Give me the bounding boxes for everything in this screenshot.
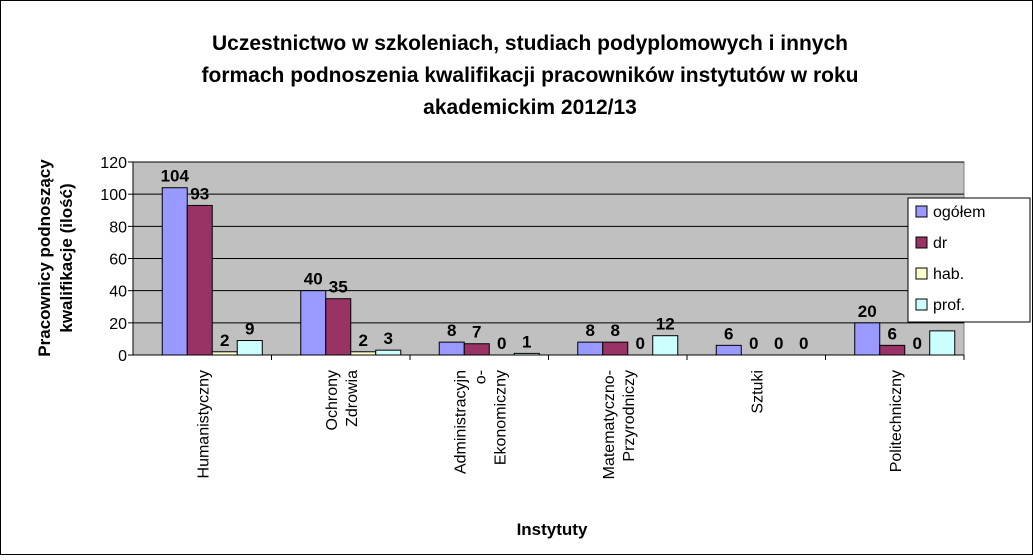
data-label: 6 <box>888 324 897 343</box>
legend-swatch <box>915 205 928 218</box>
y-axis-title-line: kwalifikacje (ilość) <box>57 183 76 332</box>
bar <box>463 343 490 356</box>
data-label: 20 <box>858 302 877 321</box>
data-label: 8 <box>447 321 456 340</box>
x-tick-label: Humanistyczny <box>195 370 212 478</box>
legend-swatch <box>915 236 928 249</box>
data-label: 9 <box>245 320 254 339</box>
data-label: 6 <box>724 324 733 343</box>
data-label: 0 <box>799 334 808 353</box>
legend-label: prof. <box>933 297 965 314</box>
chart-title: Uczestnictwo w szkoleniach, studiach pod… <box>212 32 848 55</box>
bar <box>325 298 352 356</box>
legend-swatch <box>915 298 928 311</box>
bar <box>438 341 465 356</box>
data-label: 0 <box>497 334 506 353</box>
x-tick-label-line: Politechniczny <box>888 370 905 472</box>
y-tick-label: 100 <box>100 187 127 204</box>
bar <box>652 335 679 356</box>
x-tick-label-line: Przyrodniczy <box>621 370 638 462</box>
data-label: 1 <box>522 332 531 351</box>
x-tick-label: Sztuki <box>749 370 766 414</box>
bar <box>879 344 906 356</box>
x-tick-label: Matematyczno- Przyrodniczy <box>601 370 638 479</box>
data-label: 2 <box>220 331 229 350</box>
data-label: 8 <box>611 321 620 340</box>
x-tick-label-line: Ochrony <box>324 370 341 430</box>
legend-label: dr <box>933 235 948 252</box>
data-label: 40 <box>304 270 323 289</box>
x-axis-title: Instytuty <box>517 520 588 539</box>
bar <box>375 349 402 356</box>
y-tick-label: 60 <box>109 252 127 269</box>
x-tick-label-line: Zdrowia <box>344 370 361 427</box>
bar <box>236 340 263 356</box>
x-tick-label: Ochrony Zdrowia <box>324 370 361 431</box>
bar <box>715 344 742 356</box>
data-label: 0 <box>774 334 783 353</box>
bar <box>854 322 881 356</box>
y-tick-label: 40 <box>109 284 127 301</box>
x-tick-label-line: Humanistyczny <box>195 370 212 478</box>
bar <box>300 290 327 356</box>
bar <box>161 187 188 356</box>
x-tick-label-line: Ekonomiczny <box>492 370 509 465</box>
x-tick-label-line: o- <box>472 370 489 384</box>
bar <box>929 330 956 356</box>
y-tick-label: 20 <box>109 316 127 333</box>
data-label: 3 <box>384 329 393 348</box>
data-label: 7 <box>472 323 481 342</box>
legend-swatch <box>915 267 928 280</box>
data-label: 12 <box>656 315 675 334</box>
data-label: 2 <box>359 331 368 350</box>
data-label: 0 <box>636 334 645 353</box>
x-tick-label-line: Administracyjn <box>452 370 469 474</box>
data-label: 35 <box>329 278 348 297</box>
y-axis-title: Pracownicy podnoszący kwalifikacje (ilość… <box>35 159 76 357</box>
chart-title: akademickim 2012/13 <box>423 96 637 119</box>
bar <box>602 341 629 356</box>
x-tick-label-line: Sztuki <box>749 370 766 414</box>
data-label: 0 <box>749 334 758 353</box>
x-tick-label: Administracyjn o- Ekonomiczny <box>452 370 509 474</box>
legend <box>907 197 1031 323</box>
chart-title: formach podnoszenia kwalifikacji pracown… <box>202 64 859 87</box>
data-label: 0 <box>913 334 922 353</box>
data-label: 8 <box>586 321 595 340</box>
y-axis-title-line: Pracownicy podnoszący <box>35 159 54 357</box>
x-tick-label-line: Matematyczno- <box>601 370 618 479</box>
y-tick-label: 120 <box>100 155 127 172</box>
bar <box>577 341 604 356</box>
bar <box>186 204 213 356</box>
data-label: 104 <box>161 167 190 186</box>
legend-label: ogółem <box>933 204 985 221</box>
y-tick-label: 80 <box>109 219 127 236</box>
y-tick-label: 0 <box>118 348 127 365</box>
x-tick-label: Politechniczny <box>888 370 905 472</box>
data-label: 93 <box>190 184 209 203</box>
legend-label: hab. <box>933 266 964 283</box>
